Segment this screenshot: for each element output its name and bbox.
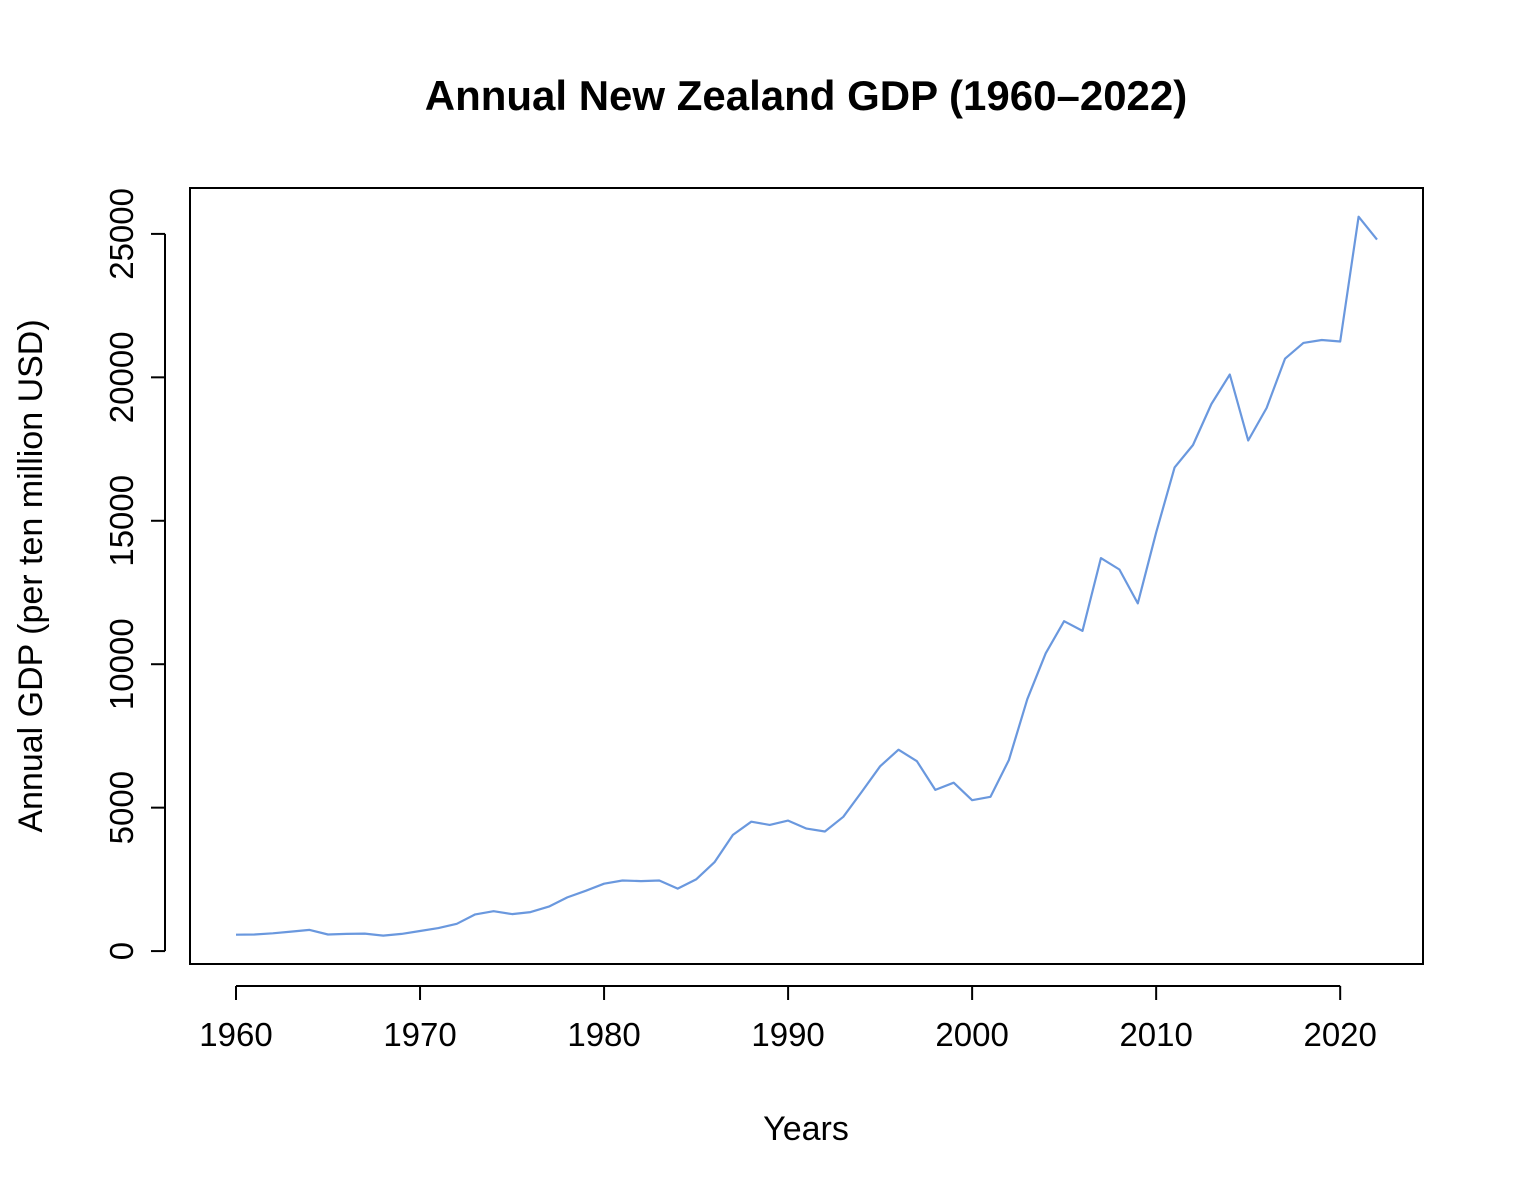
x-tick-label: 2010 bbox=[1119, 1016, 1192, 1053]
x-tick-label: 1990 bbox=[751, 1016, 824, 1053]
y-tick-label: 0 bbox=[103, 942, 140, 960]
x-tick-label: 2000 bbox=[935, 1016, 1008, 1053]
y-tick-label: 20000 bbox=[103, 331, 140, 423]
series-line-gdp bbox=[235, 215, 1378, 937]
y-axis-label: Annual GDP (per ten million USD) bbox=[12, 319, 50, 832]
y-tick-label: 5000 bbox=[103, 771, 140, 844]
y-axis: 0 5000 10000 15000 20000 25000 bbox=[103, 188, 166, 960]
plot-frame bbox=[189, 187, 1424, 965]
x-tick-label: 1970 bbox=[383, 1016, 456, 1053]
y-tick-label: 10000 bbox=[103, 618, 140, 710]
chart-title: Annual New Zealand GDP (1960–2022) bbox=[425, 72, 1188, 119]
x-axis-label: Years bbox=[763, 1110, 849, 1148]
y-tick-label: 25000 bbox=[103, 188, 140, 280]
y-tick-label: 15000 bbox=[103, 475, 140, 567]
x-tick-label: 2020 bbox=[1303, 1016, 1376, 1053]
x-tick-label: 1960 bbox=[199, 1016, 272, 1053]
x-tick-label: 1980 bbox=[567, 1016, 640, 1053]
series-layer bbox=[235, 215, 1378, 937]
x-axis: 1960 1970 1980 1990 2000 2010 2020 bbox=[199, 985, 1377, 1053]
